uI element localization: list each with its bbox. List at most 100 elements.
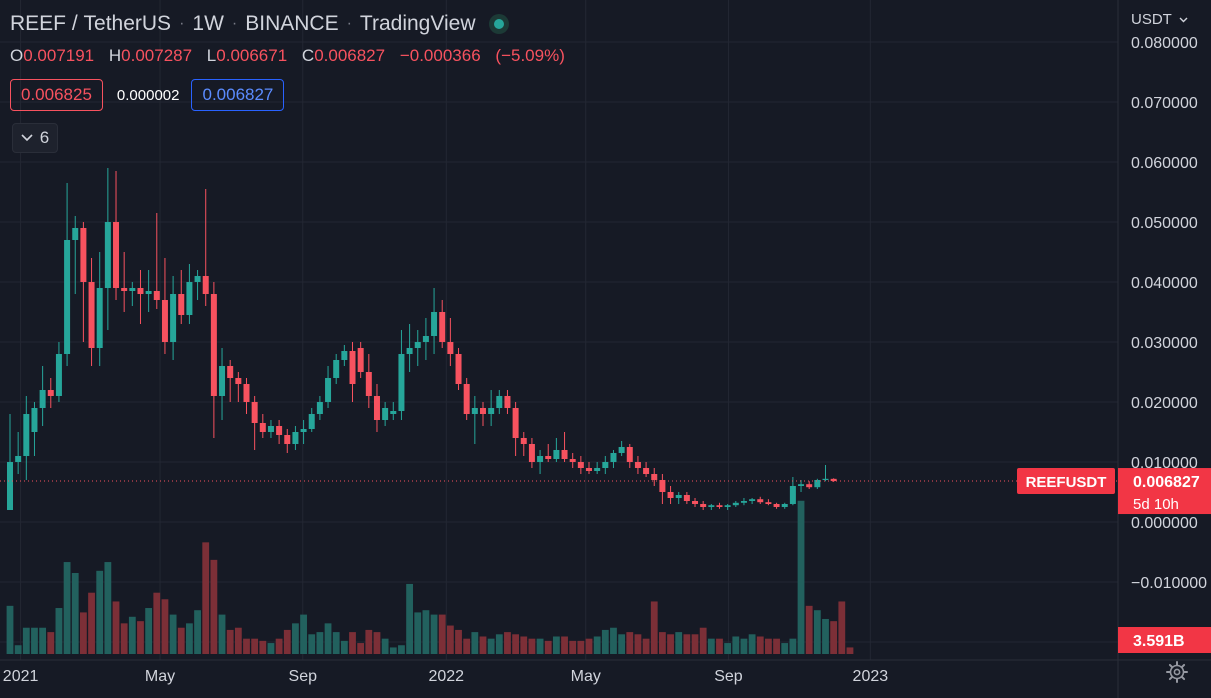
volume-bar — [71, 573, 79, 654]
change-percent: (−5.09%) — [495, 46, 565, 65]
indicators-count: 6 — [39, 128, 50, 147]
y-tick-label: 0.020000 — [1131, 395, 1198, 412]
candle-body — [781, 504, 788, 507]
volume-bar — [610, 627, 617, 654]
volume-bar — [569, 640, 577, 654]
candle-body — [634, 462, 641, 468]
volume-bar — [504, 632, 511, 654]
candle-body — [292, 432, 299, 444]
candle-body — [316, 402, 323, 414]
candle-body — [814, 480, 821, 488]
low-value: 0.006671 — [216, 46, 288, 65]
volume-bar — [234, 627, 242, 654]
volume-bar — [88, 592, 95, 654]
last-price-value: 0.006827 — [1133, 474, 1200, 491]
volume-bar — [169, 614, 177, 654]
candle-body — [349, 351, 356, 384]
candle-body — [251, 402, 258, 423]
candle-body — [789, 486, 796, 504]
candle-body — [463, 384, 470, 414]
candle-body — [455, 354, 462, 384]
candle-body — [406, 348, 413, 354]
volume-bar — [300, 614, 307, 654]
volume-bar — [691, 634, 699, 654]
volume-bar — [683, 634, 691, 654]
x-tick-label: May — [145, 668, 175, 685]
volume-bar — [781, 643, 789, 654]
symbol-slash: / — [66, 12, 84, 35]
chevron-down-icon — [21, 134, 33, 142]
y-tick-label: 0.060000 — [1131, 155, 1198, 172]
x-tick-label: 2023 — [853, 668, 889, 685]
interval-label[interactable]: 1W — [192, 12, 224, 35]
volume-bar — [601, 629, 609, 654]
volume-bar — [512, 634, 520, 654]
volume-bar — [259, 640, 267, 654]
volume-bar — [805, 605, 813, 654]
candle-body — [431, 312, 438, 336]
volume-bar — [414, 612, 422, 654]
volume-bar — [634, 634, 642, 654]
volume-bar — [479, 636, 487, 654]
candle-body — [15, 456, 22, 462]
volume-tag — [1118, 627, 1211, 653]
candle-body — [692, 501, 699, 504]
volume-bar — [153, 592, 161, 654]
candle-body — [194, 276, 201, 282]
volume-bar — [55, 608, 63, 654]
candle-body — [724, 505, 731, 507]
volume-bar — [520, 636, 528, 654]
quote-row: 0.006825 0.000002 0.006827 — [10, 79, 285, 111]
sell-price-button[interactable]: 0.006825 — [10, 79, 103, 111]
candle-body — [308, 414, 315, 429]
volume-bar — [226, 629, 234, 654]
candle-body — [64, 240, 71, 354]
candle-body — [537, 456, 544, 462]
candle-body — [23, 414, 30, 456]
volume-bar — [846, 647, 854, 654]
currency-selector[interactable]: USDT — [1131, 11, 1188, 28]
y-tick-label: 0.010000 — [1131, 455, 1198, 472]
y-tick-label: 0.040000 — [1131, 275, 1198, 292]
volume-bar — [536, 638, 544, 654]
candle-body — [749, 499, 756, 501]
volume-bar — [773, 638, 780, 654]
volume-bar — [308, 634, 316, 654]
candle-body — [496, 396, 503, 408]
volume-bar — [577, 640, 585, 654]
volume-bar — [96, 570, 104, 654]
volume-bar — [789, 638, 797, 654]
gear-icon[interactable] — [1165, 660, 1189, 684]
indicators-toggle-button[interactable]: 6 — [12, 123, 58, 153]
ohlc-legend: O0.007191 H0.007287 L0.006671 C0.006827 … — [10, 46, 575, 66]
candle-body — [243, 384, 250, 402]
volume-bar — [626, 632, 634, 654]
volume-bar — [202, 542, 210, 654]
volume-bar — [813, 610, 821, 654]
candle-body — [732, 502, 739, 506]
volume-bar — [218, 614, 226, 654]
candle-body — [553, 450, 560, 459]
candle-body — [235, 378, 242, 384]
candle-body — [129, 288, 136, 291]
candle-body — [479, 408, 486, 414]
volume-value: 3.591B — [1133, 633, 1185, 650]
candle-body — [773, 504, 780, 507]
volume-bar — [324, 623, 332, 654]
candle-body — [227, 366, 234, 378]
candle-body — [667, 492, 674, 498]
candle-body — [798, 484, 805, 486]
volume-bar — [31, 627, 38, 654]
candle-body — [72, 228, 79, 240]
y-tick-label: 0.000000 — [1131, 515, 1198, 532]
volume-bar — [732, 636, 740, 654]
volume-bar — [495, 634, 503, 654]
candle-body — [121, 288, 128, 291]
buy-price-button[interactable]: 0.006827 — [191, 79, 285, 111]
volume-bar — [740, 638, 748, 654]
live-status-dot-icon[interactable] — [489, 14, 510, 34]
volume-bar — [561, 636, 568, 654]
volume-bar — [120, 623, 128, 654]
symbol-header[interactable]: REEF / TetherUS · 1W · BINANCE · Trading… — [10, 12, 510, 36]
